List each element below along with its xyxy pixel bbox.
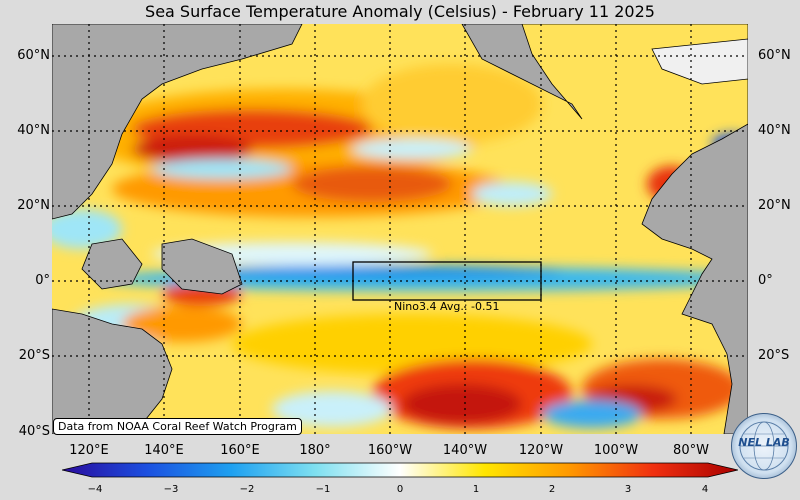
asia-landmass <box>52 24 303 220</box>
lat-label-right: 20°N <box>758 198 791 213</box>
lat-label-right: 20°S <box>758 348 790 363</box>
nino34-box <box>352 261 542 301</box>
lon-label: 120°W <box>518 443 564 458</box>
sst-anomaly-map: Nino3.4 Avg.: -0.51 <box>52 24 748 434</box>
graticule <box>52 24 748 434</box>
lon-label: 100°W <box>593 443 639 458</box>
lon-label: 140°E <box>144 443 184 458</box>
colorbar-tick: 3 <box>624 484 632 495</box>
logo-label: NEL LAB <box>738 436 790 449</box>
colorbar-tick: 1 <box>472 484 480 495</box>
nino34-label: Nino3.4 Avg.: -0.51 <box>394 300 500 313</box>
map-canvas: Nino3.4 Avg.: -0.51 <box>52 24 748 434</box>
lon-label: 120°E <box>69 443 109 458</box>
lat-label-right: 0° <box>758 273 773 288</box>
australia-landmass <box>52 308 173 434</box>
colorbar <box>62 462 738 478</box>
data-credit: Data from NOAA Coral Reef Watch Program <box>53 418 302 435</box>
lon-label: 160°E <box>220 443 260 458</box>
lon-label: 140°W <box>442 443 488 458</box>
greenland-ice <box>651 38 748 85</box>
colorbar-tick: −4 <box>87 484 103 495</box>
colorbar-tick: 2 <box>548 484 556 495</box>
lat-label-left: 40°S <box>18 424 50 439</box>
globe-icon <box>739 421 789 471</box>
lat-label-right: 40°N <box>758 123 791 138</box>
new-guinea-landmass <box>161 238 243 295</box>
lat-label-left: 0° <box>35 273 50 288</box>
lat-label-right: 60°N <box>758 48 791 63</box>
lat-label-left: 40°N <box>17 123 50 138</box>
colorbar-tick: 4 <box>701 484 709 495</box>
page-title: Sea Surface Temperature Anomaly (Celsius… <box>145 2 655 21</box>
lat-label-left: 20°N <box>17 198 50 213</box>
anomaly-field <box>52 64 748 429</box>
colorbar-tick: −1 <box>315 484 331 495</box>
colorbar-bar <box>62 462 738 478</box>
lon-label: 160°W <box>367 443 413 458</box>
nel-lab-logo[interactable]: NEL LAB <box>731 413 797 479</box>
lat-label-left: 60°N <box>17 48 50 63</box>
lat-label-left: 20°S <box>18 348 50 363</box>
lon-label: 180° <box>299 443 331 458</box>
colorbar-tick: 0 <box>396 484 404 495</box>
colorbar-tick: −2 <box>239 484 255 495</box>
colorbar-tick: −3 <box>163 484 179 495</box>
indonesia-landmass <box>81 238 143 290</box>
alaska-landmass <box>461 24 583 120</box>
lon-label: 80°W <box>673 443 709 458</box>
